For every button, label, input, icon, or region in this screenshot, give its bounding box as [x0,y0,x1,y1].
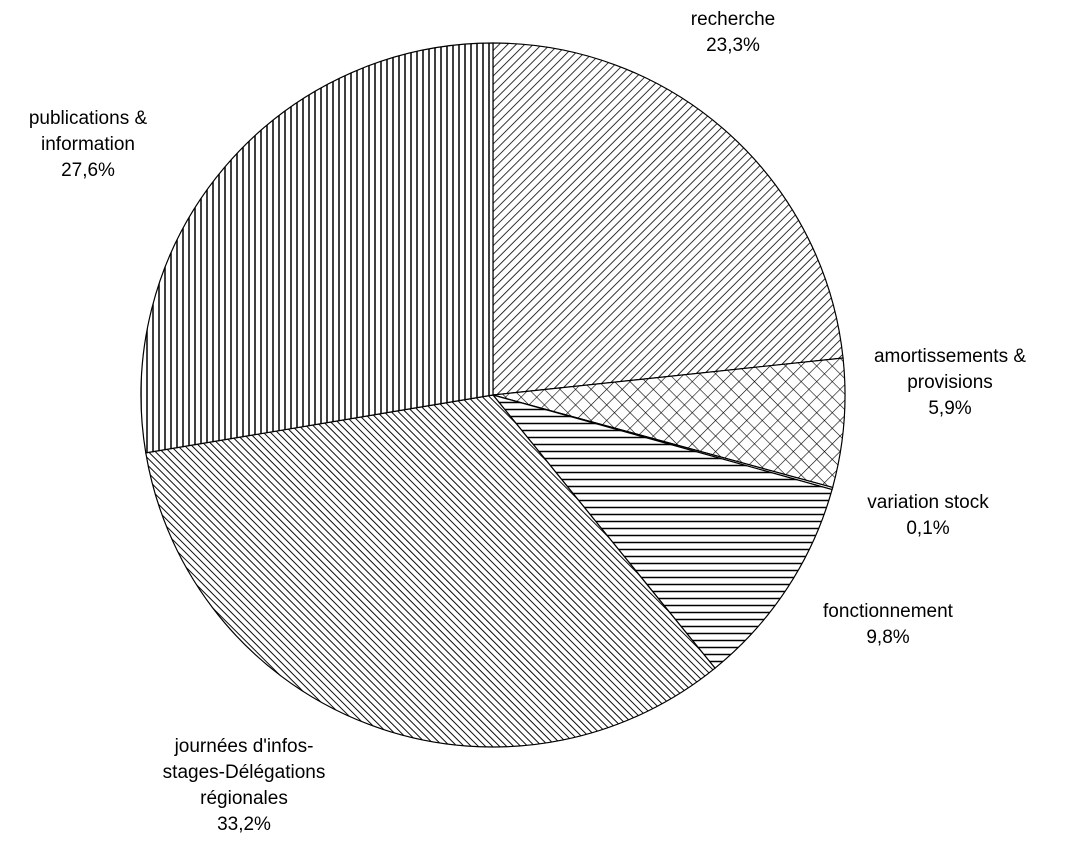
slice-value-label-3: 9,8% [866,627,909,648]
pie-slice-1 [492,357,846,489]
slice-value-label-1: 5,9% [928,398,971,419]
slice-name-line-2-0: variation stock [867,492,989,513]
slice-label-4: journées d'infos-stages-Délégations régio… [163,736,326,835]
slice-name-line-5-1: information [41,134,135,155]
slice-value-label-5: 27,6% [61,160,115,181]
slice-name-line-1-0: amortissements & [874,346,1026,367]
pie-slice-4 [145,394,716,748]
slice-label-5: publications & information 27,6% [29,108,148,181]
slice-name-line-3-0: fonctionnement [823,601,954,622]
slice-name-line-4-0: journées d'infos- [174,736,314,757]
pie-labels: recherche 23,3% amortissements & provisions… [29,9,1026,835]
slice-name-line-4-1: stages-Délégations [163,762,326,783]
slice-name-line-4-2: régionales [200,788,288,809]
pie-slice-3 [491,393,833,670]
pie-slices [140,42,846,748]
slice-name-line-1-1: provisions [907,372,993,393]
slice-label-0: recherche 23,3% [691,9,776,56]
slice-label-3: fonctionnement 9,8% [823,601,954,648]
slice-label-1: amortissements & provisions 5,9% [874,346,1026,419]
slice-name-line-0-0: recherche [691,9,776,30]
slice-name-line-5-0: publications & [29,108,148,129]
slice-value-label-0: 23,3% [706,35,760,56]
slice-value-label-2: 0,1% [906,518,949,539]
pie-slice-0 [492,42,844,396]
pie-slice-5 [140,42,494,454]
slice-value-label-4: 33,2% [217,814,271,835]
slice-label-2: variation stock 0,1% [867,492,989,539]
